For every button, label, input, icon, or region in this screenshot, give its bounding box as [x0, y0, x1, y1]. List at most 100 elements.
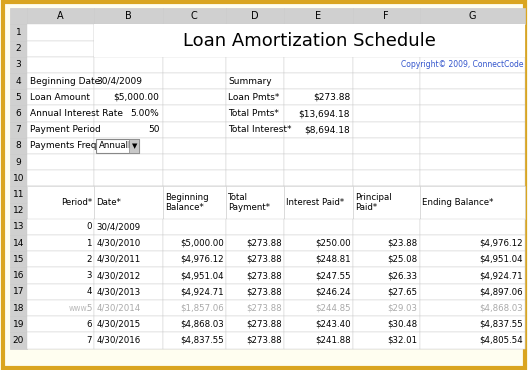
- Bar: [96, 139, 139, 152]
- Bar: [353, 332, 420, 349]
- Text: 30/4/2009: 30/4/2009: [96, 222, 140, 232]
- Bar: [27, 316, 94, 332]
- Bar: [27, 57, 94, 73]
- Bar: [420, 57, 525, 73]
- Bar: [27, 186, 94, 203]
- Text: $273.88: $273.88: [247, 303, 282, 313]
- Text: Total
Payment*: Total Payment*: [228, 193, 270, 212]
- Bar: [226, 73, 284, 89]
- Bar: [284, 251, 353, 268]
- Bar: [226, 24, 284, 41]
- Bar: [226, 186, 284, 219]
- Bar: [226, 284, 284, 300]
- Bar: [27, 284, 94, 300]
- Bar: [94, 251, 163, 268]
- Bar: [10, 268, 27, 284]
- Bar: [284, 251, 353, 268]
- Bar: [94, 186, 163, 219]
- Bar: [94, 251, 163, 268]
- Bar: [27, 219, 94, 235]
- Bar: [163, 300, 226, 316]
- Bar: [226, 251, 284, 268]
- Bar: [284, 316, 353, 332]
- Text: $4,951.04: $4,951.04: [180, 271, 224, 280]
- Text: $244.85: $244.85: [315, 303, 351, 313]
- Bar: [420, 268, 525, 284]
- Bar: [94, 41, 163, 57]
- Text: $4,897.06: $4,897.06: [479, 287, 523, 296]
- Bar: [27, 284, 94, 300]
- Text: $30.48: $30.48: [388, 320, 418, 329]
- Text: Total Interest*: Total Interest*: [228, 125, 291, 134]
- Bar: [420, 203, 525, 219]
- Bar: [420, 8, 525, 24]
- Text: $246.24: $246.24: [315, 287, 351, 296]
- Bar: [94, 203, 163, 219]
- Bar: [94, 219, 163, 235]
- Text: Payments Freq.: Payments Freq.: [30, 141, 99, 151]
- Bar: [420, 122, 525, 138]
- Bar: [353, 170, 420, 186]
- Text: Beginning Date: Beginning Date: [30, 77, 100, 85]
- Bar: [27, 24, 94, 41]
- Bar: [163, 219, 226, 235]
- Bar: [284, 235, 353, 251]
- Bar: [163, 138, 226, 154]
- Bar: [353, 41, 420, 57]
- Text: E: E: [315, 11, 322, 21]
- Text: $247.55: $247.55: [315, 271, 351, 280]
- Text: 30/4/2009: 30/4/2009: [96, 77, 142, 85]
- Bar: [353, 268, 420, 284]
- Bar: [27, 300, 94, 316]
- Bar: [27, 251, 94, 268]
- Bar: [420, 235, 525, 251]
- Bar: [129, 139, 139, 152]
- Bar: [353, 122, 420, 138]
- Bar: [94, 235, 163, 251]
- Bar: [226, 57, 284, 73]
- Text: 12: 12: [13, 206, 24, 215]
- Bar: [226, 235, 284, 251]
- Text: $273.88: $273.88: [247, 320, 282, 329]
- Bar: [27, 186, 94, 219]
- Bar: [420, 73, 525, 89]
- Bar: [94, 122, 163, 138]
- Bar: [27, 251, 94, 268]
- Bar: [284, 219, 353, 235]
- Text: $4,976.12: $4,976.12: [180, 255, 224, 264]
- Bar: [353, 203, 420, 219]
- Bar: [226, 268, 284, 284]
- Text: 15: 15: [13, 255, 24, 264]
- Bar: [226, 186, 284, 203]
- Text: $273.88: $273.88: [313, 93, 350, 102]
- Bar: [10, 41, 27, 57]
- Bar: [353, 8, 420, 24]
- Bar: [10, 235, 27, 251]
- Text: $4,924.71: $4,924.71: [180, 287, 224, 296]
- Bar: [94, 219, 163, 235]
- Bar: [94, 332, 163, 349]
- Bar: [353, 57, 420, 73]
- Bar: [420, 235, 525, 251]
- Text: $4,837.55: $4,837.55: [479, 320, 523, 329]
- Text: 4/30/2015: 4/30/2015: [96, 320, 140, 329]
- Text: $4,837.55: $4,837.55: [180, 336, 224, 345]
- Bar: [27, 105, 94, 122]
- Text: 5: 5: [16, 93, 21, 102]
- Bar: [353, 300, 420, 316]
- Bar: [163, 316, 226, 332]
- Text: $248.81: $248.81: [315, 255, 351, 264]
- Text: 19: 19: [13, 320, 24, 329]
- Bar: [10, 105, 27, 122]
- Text: 13: 13: [13, 222, 24, 232]
- Bar: [27, 235, 94, 251]
- Bar: [284, 170, 353, 186]
- Bar: [163, 73, 226, 89]
- Text: 2: 2: [16, 44, 21, 53]
- Text: Period*: Period*: [61, 198, 92, 207]
- Bar: [420, 186, 525, 203]
- Text: 11: 11: [13, 190, 24, 199]
- Text: 3: 3: [87, 271, 92, 280]
- Bar: [353, 219, 420, 235]
- Bar: [284, 24, 353, 41]
